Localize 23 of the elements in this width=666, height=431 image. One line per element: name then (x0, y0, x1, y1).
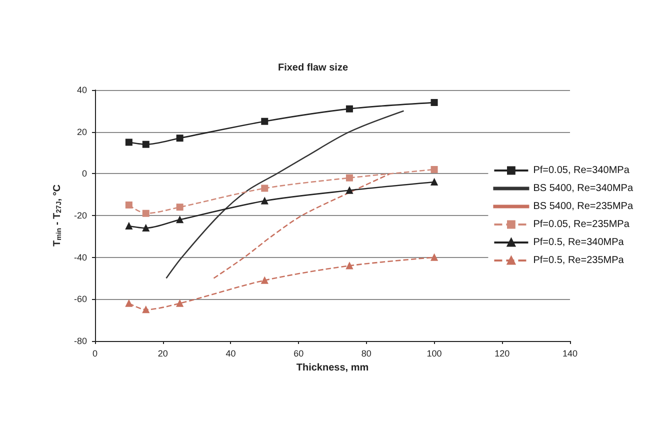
x-tick-label: 140 (562, 348, 578, 358)
x-tick-label: 40 (226, 348, 236, 358)
x-axis-title: Thickness, mm (296, 362, 369, 374)
x-tick-label: 20 (158, 348, 168, 358)
legend-label: BS 5400, Re=340MPa (533, 183, 634, 194)
x-tick-label: 60 (294, 348, 304, 358)
legend-label: Pf=0.5, Re=340MPa (533, 237, 624, 248)
y-tick-label: 40 (76, 85, 87, 95)
x-tick-label: 0 (92, 348, 98, 358)
y-tick-label: -20 (74, 210, 87, 220)
y-tick-label: -60 (74, 294, 87, 304)
legend-label: Pf=0.05, Re=235MPa (533, 219, 630, 230)
y-tick-label: 0 (82, 168, 87, 179)
x-tick-label: 80 (361, 348, 372, 358)
x-tick-label: 120 (494, 348, 510, 358)
legend-label: Pf=0.05, Re=340MPa (533, 165, 630, 176)
y-tick-label: -80 (74, 336, 87, 346)
x-tick-label: 100 (426, 348, 442, 358)
y-tick-label: -40 (74, 252, 87, 262)
chart-title: Fixed flaw size (278, 62, 348, 74)
y-tick-label: 20 (76, 126, 87, 137)
legend-label: Pf=0.5, Re=235MPa (533, 255, 624, 266)
legend-label: BS 5400, Re=235MPa (533, 201, 634, 212)
